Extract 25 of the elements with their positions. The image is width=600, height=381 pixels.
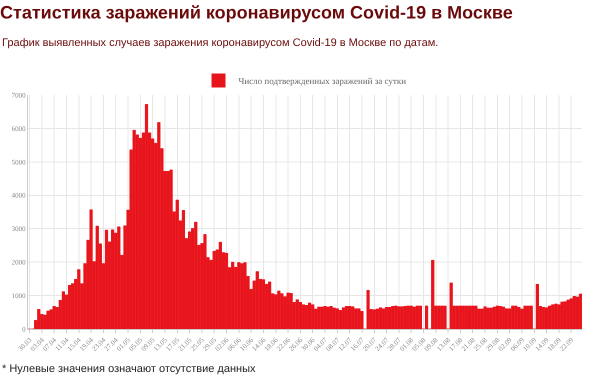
bar [62,291,65,329]
bar [311,304,314,329]
bar [536,284,539,329]
bar [366,290,370,329]
bar [46,310,50,329]
legend-label: Число подтвержденных заражений за сутки [238,76,406,86]
bar [68,284,72,329]
bar [360,311,364,329]
text: * Нулевые значения означают отсутствие данных [2,363,256,375]
bar [431,260,434,329]
bar [418,306,422,329]
bar [104,230,108,329]
bar [290,292,293,329]
bar [450,282,453,329]
bar [117,226,120,329]
chart-title: Статистика заражений коронавирусом Covid-19 в Москве [0,2,513,22]
bar [96,226,99,329]
bar [443,306,447,329]
bar [170,170,173,329]
bar [37,309,40,329]
chart-subtitle: График выявленных случаев заражения коронавирусом Covid-19 в Москве по датам. [2,37,438,49]
bar [530,306,533,329]
bar [424,306,428,329]
bar [578,294,582,329]
bar [89,209,93,329]
